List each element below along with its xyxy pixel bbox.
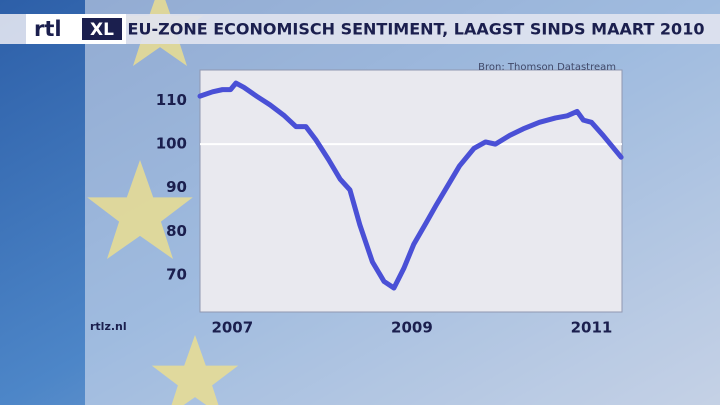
chart-title: EU-ZONE ECONOMISCH SENTIMENT, LAAGST SIN… [128, 20, 705, 39]
plot-area [199, 69, 623, 313]
source: Bron: Thomson Datastream [478, 62, 616, 73]
x-tick-label: 2009 [391, 319, 433, 337]
footer: rtlz.nl [90, 320, 127, 333]
x-tick-label: 2011 [571, 319, 613, 337]
x-tick-label: 2007 [211, 319, 253, 337]
y-tick-label: 80 [166, 222, 187, 240]
y-tick-label: 110 [156, 91, 187, 109]
logo-badge [82, 18, 122, 40]
y-tick-label: 100 [156, 135, 187, 153]
data-line [197, 80, 624, 291]
logo-right: XL [90, 20, 114, 40]
y-tick-label: 70 [166, 265, 187, 283]
logo-left: rtl [34, 17, 62, 41]
y-tick-label: 90 [166, 178, 187, 196]
